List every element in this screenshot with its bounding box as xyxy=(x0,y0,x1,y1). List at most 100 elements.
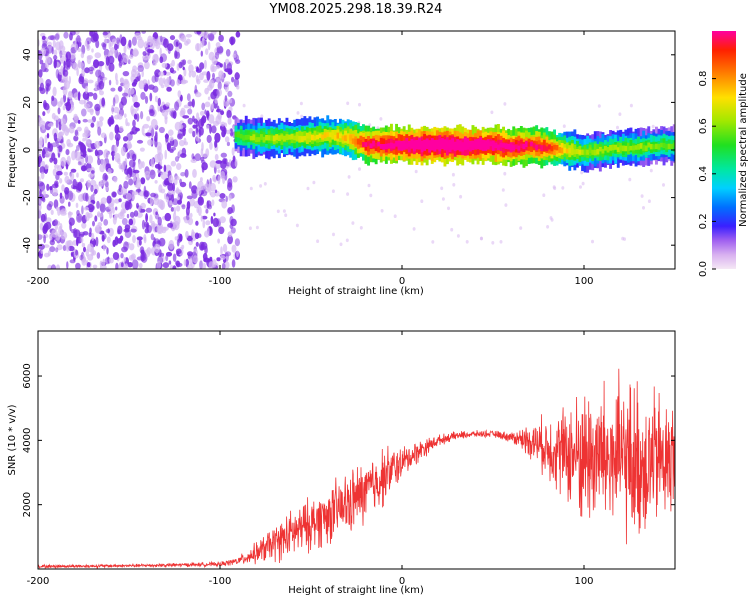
signal-cell xyxy=(318,133,322,138)
noise-speck xyxy=(178,139,185,147)
xtick-label: 100 xyxy=(574,276,593,287)
noise-speck xyxy=(145,207,153,213)
noise-speck xyxy=(187,101,193,107)
noise-speck xyxy=(46,132,50,139)
noise-speck xyxy=(206,134,212,144)
noise-speck xyxy=(181,204,186,210)
noise-speck xyxy=(192,255,199,264)
signal-cell xyxy=(545,146,549,152)
noise-speck xyxy=(197,196,204,206)
noise-speck xyxy=(126,152,130,160)
noise-speck xyxy=(62,86,68,96)
noise-speck xyxy=(210,103,214,112)
signal-cell xyxy=(614,144,618,150)
colorbar-label: Normalized spectral amplitude xyxy=(738,73,749,227)
noise-speck xyxy=(117,212,125,220)
signal-cell xyxy=(237,131,240,138)
signal-cell xyxy=(438,143,442,149)
noise-speck xyxy=(231,259,236,268)
noise-speck xyxy=(331,189,335,193)
signal-cell xyxy=(479,137,483,150)
noise-speck xyxy=(47,41,52,47)
noise-speck xyxy=(412,227,416,231)
noise-speck xyxy=(58,145,63,153)
noise-speck xyxy=(206,70,211,81)
noise-speck xyxy=(206,200,209,209)
noise-speck xyxy=(220,71,225,80)
signal-cell xyxy=(267,135,271,141)
noise-speck xyxy=(117,158,121,165)
noise-speck xyxy=(138,80,145,90)
noise-speck xyxy=(155,211,158,216)
noise-speck xyxy=(219,193,226,199)
noise-speck xyxy=(55,173,60,181)
noise-speck xyxy=(452,183,456,187)
noise-speck xyxy=(69,31,76,36)
noise-speck xyxy=(561,186,565,190)
noise-speck xyxy=(76,236,79,247)
colorbar-tick-label: 0.6 xyxy=(698,118,709,134)
noise-speck xyxy=(121,218,128,226)
noise-speck xyxy=(60,231,68,240)
signal-cell xyxy=(420,140,424,153)
noise-speck xyxy=(501,188,505,192)
noise-speck xyxy=(101,234,105,242)
noise-speck xyxy=(38,117,43,124)
noise-speck xyxy=(123,180,129,189)
noise-speck xyxy=(76,67,79,77)
noise-speck xyxy=(188,127,193,134)
noise-speck xyxy=(107,118,111,125)
xtick-label: -200 xyxy=(27,276,50,287)
noise-speck xyxy=(118,198,122,203)
noise-speck xyxy=(219,216,226,224)
figure-title: YM08.2025.298.18.39.R24 xyxy=(269,2,443,17)
noise-speck xyxy=(108,257,114,264)
noise-speck xyxy=(176,205,181,212)
noise-speck xyxy=(234,71,240,80)
signal-cell xyxy=(249,135,253,141)
noise-speck xyxy=(78,99,86,105)
noise-speck xyxy=(165,133,169,143)
noise-speck xyxy=(89,179,97,187)
signal-cell xyxy=(244,134,248,140)
xtick-label: -200 xyxy=(27,576,50,587)
noise-speck xyxy=(168,239,175,250)
noise-speck xyxy=(142,123,150,129)
noise-speck xyxy=(499,240,503,244)
noise-speck xyxy=(120,262,124,268)
noise-speck xyxy=(347,175,351,179)
signal-cell xyxy=(588,147,592,153)
noise-speck xyxy=(141,219,146,230)
signal-cell xyxy=(377,141,381,147)
noise-speck xyxy=(159,200,166,211)
signal-cell xyxy=(323,132,327,139)
noise-speck xyxy=(46,84,49,91)
noise-speck xyxy=(108,202,114,210)
noise-speck xyxy=(132,65,138,73)
noise-speck xyxy=(85,153,88,164)
noise-speck xyxy=(114,48,119,59)
noise-speck xyxy=(230,227,236,234)
noise-speck xyxy=(126,140,132,150)
signal-cell xyxy=(565,148,569,154)
spectrogram-ylabel: Frequency (Hz) xyxy=(7,112,18,188)
noise-speck xyxy=(209,160,217,168)
noise-speck xyxy=(89,31,94,37)
spectrogram-marks xyxy=(38,31,675,269)
noise-speck xyxy=(242,103,246,108)
noise-speck xyxy=(182,115,190,119)
noise-speck xyxy=(159,35,163,43)
signal-cell xyxy=(517,145,521,151)
noise-speck xyxy=(549,216,553,220)
noise-speck xyxy=(53,219,58,226)
noise-speck xyxy=(132,153,137,162)
noise-speck xyxy=(38,176,41,183)
noise-speck xyxy=(107,167,112,175)
noise-speck xyxy=(122,92,129,97)
noise-speck xyxy=(114,198,120,204)
noise-speck xyxy=(152,53,159,64)
noise-speck xyxy=(93,92,98,100)
signal-cell xyxy=(525,141,528,148)
noise-speck xyxy=(55,119,59,129)
noise-speck xyxy=(225,49,231,57)
